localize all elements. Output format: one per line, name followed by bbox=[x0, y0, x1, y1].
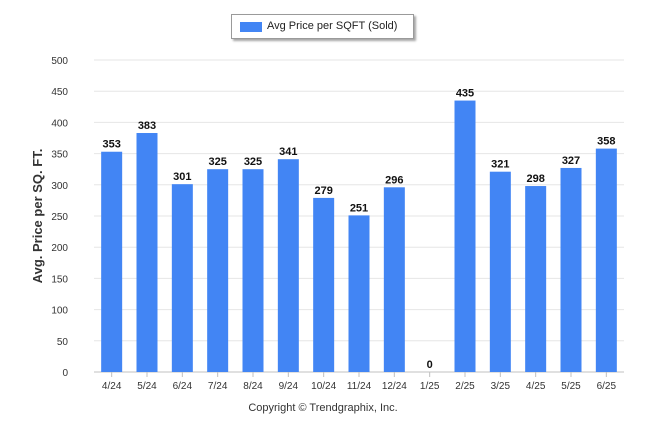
data-label: 296 bbox=[385, 174, 403, 186]
data-label: 325 bbox=[208, 156, 226, 168]
x-tick-label: 5/25 bbox=[561, 381, 581, 392]
data-label: 435 bbox=[456, 88, 474, 100]
y-tick-label: 50 bbox=[57, 337, 69, 348]
y-tick-label: 450 bbox=[51, 87, 68, 98]
x-tick-label: 9/24 bbox=[279, 381, 299, 392]
x-tick-label: 4/24 bbox=[102, 381, 122, 392]
x-tick-label: 11/24 bbox=[347, 381, 372, 392]
bar bbox=[101, 151, 123, 372]
bar bbox=[136, 133, 158, 372]
x-tick-label: 5/24 bbox=[137, 381, 157, 392]
x-tick-label: 4/25 bbox=[526, 381, 546, 392]
y-axis-title: Avg. Price per SQ. FT. bbox=[30, 149, 45, 284]
data-label: 279 bbox=[314, 185, 332, 197]
y-tick-label: 400 bbox=[51, 118, 68, 129]
y-tick-label: 350 bbox=[51, 150, 68, 161]
bar bbox=[348, 215, 370, 372]
x-tick-label: 1/25 bbox=[420, 381, 440, 392]
x-tick-label: 6/24 bbox=[173, 381, 193, 392]
bar bbox=[595, 148, 617, 372]
y-tick-label: 150 bbox=[51, 274, 68, 285]
y-tick-label: 100 bbox=[51, 306, 68, 317]
data-label: 327 bbox=[562, 155, 580, 167]
y-tick-label: 500 bbox=[51, 56, 68, 67]
data-label: 301 bbox=[173, 171, 191, 183]
x-tick-label: 7/24 bbox=[208, 381, 228, 392]
x-tick-label: 3/25 bbox=[491, 381, 511, 392]
bar bbox=[313, 197, 335, 372]
legend-swatch bbox=[240, 22, 262, 32]
data-label: 325 bbox=[244, 156, 262, 168]
bar bbox=[277, 159, 299, 372]
data-label: 0 bbox=[427, 359, 433, 371]
y-tick-label: 0 bbox=[62, 368, 68, 379]
y-tick-label: 200 bbox=[51, 243, 68, 254]
copyright-text: Copyright © Trendgraphix, Inc. bbox=[248, 402, 398, 414]
bar bbox=[242, 169, 264, 372]
x-tick-label: 10/24 bbox=[311, 381, 336, 392]
data-label: 353 bbox=[102, 139, 120, 151]
x-tick-label: 8/24 bbox=[243, 381, 263, 392]
data-label: 298 bbox=[526, 173, 544, 185]
bar bbox=[171, 184, 193, 372]
bar bbox=[207, 169, 229, 372]
x-tick-label: 12/24 bbox=[382, 381, 407, 392]
data-label: 321 bbox=[491, 159, 509, 171]
bar bbox=[489, 171, 511, 372]
y-tick-label: 300 bbox=[51, 181, 68, 192]
y-tick-label: 250 bbox=[51, 212, 68, 223]
data-label: 358 bbox=[597, 136, 615, 148]
legend-label: Avg Price per SQFT (Sold) bbox=[267, 20, 398, 32]
data-label: 341 bbox=[279, 146, 297, 158]
data-label: 251 bbox=[350, 202, 368, 214]
bar bbox=[383, 187, 405, 372]
bar bbox=[525, 186, 547, 372]
x-tick-label: 2/25 bbox=[455, 381, 475, 392]
x-tick-label: 6/25 bbox=[597, 381, 617, 392]
legend: Avg Price per SQFT (Sold) bbox=[231, 14, 414, 39]
bar bbox=[454, 100, 476, 372]
data-label: 383 bbox=[138, 120, 156, 132]
bar bbox=[560, 167, 582, 372]
